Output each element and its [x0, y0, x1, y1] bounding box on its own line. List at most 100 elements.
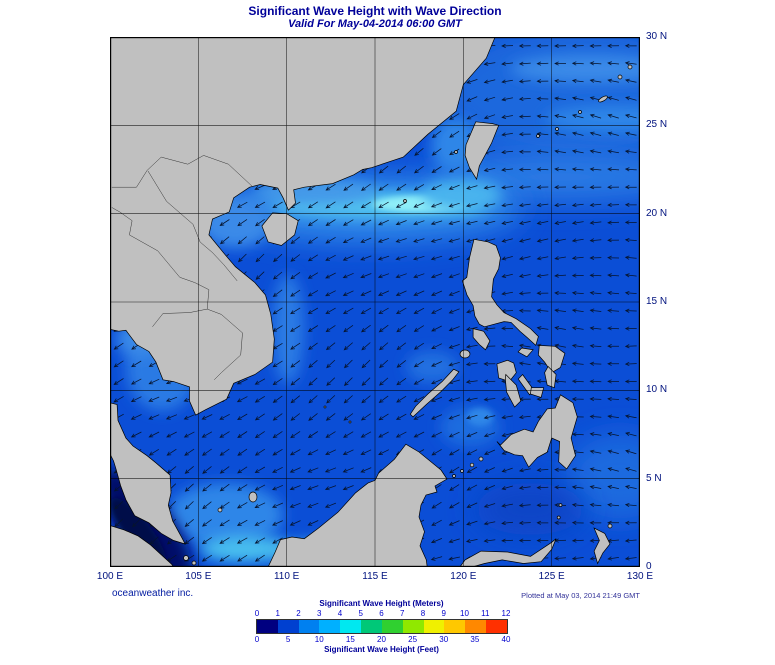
legend-meters-tick: 5: [358, 609, 363, 618]
lon-label: 120 E: [450, 571, 477, 582]
land-spratly-2: [348, 420, 352, 424]
legend-color-segment: [277, 620, 299, 633]
legend-meters-tick: 8: [420, 609, 426, 618]
legend-meters-tick: 1: [275, 609, 280, 618]
lon-label: 115 E: [362, 571, 388, 582]
legend-meters-tick: 3: [317, 609, 322, 618]
legend-meters-tick: 7: [400, 609, 405, 618]
land-sulawesi: [459, 538, 557, 567]
legend-color-segment: [298, 620, 320, 633]
legend-color-segment: [257, 620, 278, 633]
legend-feet-ticks: 0 5 10 15 20 25 30 35 40: [254, 635, 511, 644]
legend-feet-tick: 15: [345, 635, 355, 644]
land-mindoro: [472, 328, 491, 351]
legend-color-segment: [402, 620, 424, 633]
land-sangihe-2: [558, 503, 563, 507]
land-hainan: [261, 212, 299, 246]
legend-feet-title: Significant Wave Height (Feet): [324, 645, 439, 654]
legend-color-segment: [381, 620, 403, 633]
land-luzon: [461, 238, 539, 347]
map-title: Significant Wave Height with Wave Direct…: [248, 4, 502, 18]
land-sulu-1: [478, 456, 484, 462]
lat-label: 30 N: [646, 31, 668, 42]
map-area: [110, 37, 640, 567]
land-natuna: [248, 491, 258, 503]
legend-feet-tick: 20: [377, 635, 386, 644]
legend-meters-tick: 2: [296, 609, 301, 618]
legend-color-segment: [444, 620, 466, 633]
land-halmahera: [593, 527, 611, 565]
border-china-vietnam-laos: [111, 155, 253, 188]
lat-label: 5 N: [646, 472, 662, 484]
land-ryukyu-2: [627, 64, 633, 70]
legend-colorbar: [256, 619, 508, 634]
land-china-indochina: [110, 37, 496, 416]
legend-meters-tick: 9: [441, 609, 446, 618]
legend-color-segment: [361, 620, 382, 633]
land-borneo: [267, 443, 448, 567]
plotted-timestamp: Plotted at May 03, 2014 21:49 GMT: [521, 591, 640, 600]
legend-meters-tick: 12: [501, 609, 511, 618]
legend-meters-tick: 11: [481, 609, 490, 618]
legend-color-segment: [486, 620, 507, 633]
land-miyako: [555, 127, 559, 131]
land-cebu: [517, 373, 535, 396]
land-sulu-2: [469, 462, 475, 468]
border-cambodia: [152, 308, 243, 380]
legend-meters-tick: 10: [460, 609, 469, 618]
land-anambas: [217, 507, 223, 513]
credit-text: oceanweather inc.: [112, 588, 194, 599]
lat-label: 25 N: [646, 119, 668, 131]
land-morotai: [607, 523, 613, 529]
legend-feet-tick: 35: [470, 635, 480, 644]
lon-label: 105 E: [185, 571, 212, 582]
land-masbate: [517, 347, 534, 358]
legend-feet-tick: 30: [439, 635, 449, 644]
land-sumatra: [110, 525, 175, 567]
legend-meters-tick: 0: [254, 609, 260, 618]
border-vietnam-laos: [147, 170, 238, 282]
lon-label: 110 E: [273, 571, 300, 582]
land-negros: [504, 373, 522, 408]
land-okinawa: [598, 95, 608, 103]
land-palawan: [409, 368, 460, 418]
land-spratly-1: [323, 405, 327, 409]
lon-label: 100 E: [96, 571, 124, 582]
grid-line-path: [110, 37, 640, 567]
map-frame: [110, 37, 640, 567]
legend-meters-title: Significant Wave Height (Meters): [319, 599, 444, 608]
land-bintan: [191, 560, 197, 566]
map-subtitle: Valid For May-04-2014 06:00 GMT: [288, 18, 462, 30]
legend-feet-tick: 0: [254, 635, 260, 644]
legend-color-segment: [340, 620, 362, 633]
lon-label: 125 E: [538, 571, 565, 582]
land-penghu: [454, 150, 458, 154]
land-mindanao: [496, 394, 578, 470]
legend-meters-tick: 6: [379, 609, 384, 618]
legend-meters-ticks: 0 1 2 3 4 5 6 7 8 9 10 11 12: [254, 609, 511, 618]
land-masses: [110, 37, 633, 567]
land-sangihe-1: [556, 515, 561, 520]
legend-feet-tick: 25: [408, 635, 418, 644]
country-borders: [111, 155, 253, 380]
land-taiwan: [464, 121, 500, 181]
land-ryukyu-3: [578, 110, 582, 114]
legend-color-segment: [423, 620, 445, 633]
legend-feet-tick: 10: [314, 635, 324, 644]
lat-label: 0: [646, 561, 652, 572]
land-ryukyu-1: [617, 74, 623, 80]
lat-label: 15 N: [646, 296, 668, 307]
legend-meters-tick: 4: [337, 609, 343, 618]
land-panay: [496, 359, 517, 382]
map-svg: [110, 37, 640, 567]
lat-label: 10 N: [646, 384, 668, 396]
land-busuanga: [459, 349, 471, 359]
land-malay-peninsula: [110, 402, 186, 545]
grid-lines: [110, 37, 640, 567]
land-pratas: [403, 199, 407, 203]
land-batam: [183, 555, 189, 561]
legend-feet-tick: 5: [285, 635, 291, 644]
legend-color-segment: [319, 620, 341, 633]
border-thailand-laos: [111, 207, 210, 310]
